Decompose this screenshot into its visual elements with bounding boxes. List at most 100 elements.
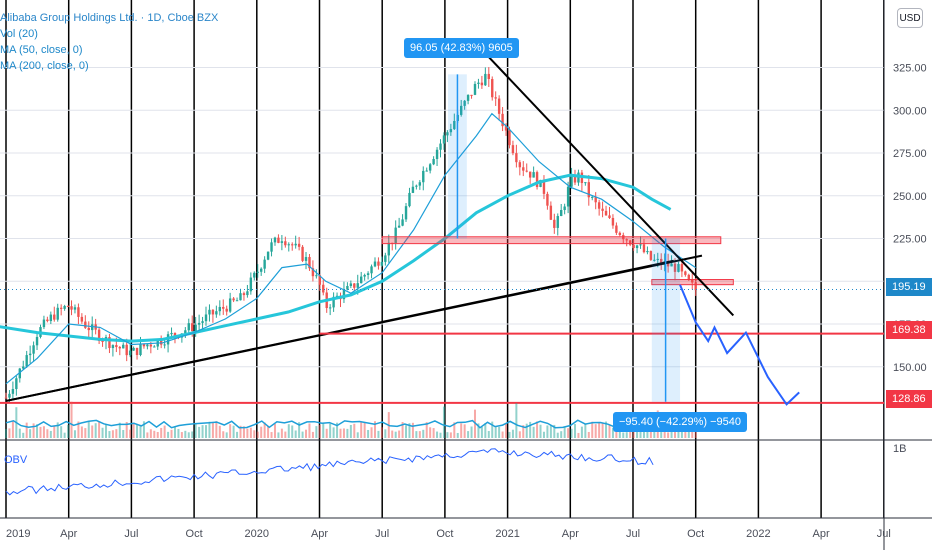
legend-volume[interactable]: Vol (20) xyxy=(0,28,38,40)
candle-body xyxy=(115,345,118,348)
volume-bar xyxy=(622,432,625,438)
candle-body xyxy=(546,193,549,206)
candle-body xyxy=(53,314,56,320)
candle-body xyxy=(418,182,422,186)
candle-body xyxy=(125,344,128,356)
volume-bar xyxy=(153,430,156,438)
symbol-title[interactable]: Alibaba Group Holdings Ltd. · 1D, Cboe B… xyxy=(0,12,219,24)
volume-bar xyxy=(325,428,328,438)
volume-bar xyxy=(91,425,94,438)
candle-body xyxy=(615,225,618,233)
candle-body xyxy=(346,285,349,290)
volume-bar xyxy=(580,426,583,438)
candle-body xyxy=(660,258,663,266)
candle-body xyxy=(673,263,677,272)
legend-ma50[interactable]: MA (50, close, 0) xyxy=(0,44,83,56)
candle-body xyxy=(608,215,611,218)
volume-bar xyxy=(291,425,294,438)
candle-body xyxy=(135,347,139,355)
volume-bar xyxy=(42,426,45,438)
candle-body xyxy=(525,170,528,172)
candle-body xyxy=(422,170,425,183)
candle-body xyxy=(270,242,273,252)
candle-body xyxy=(297,243,301,247)
candle-body xyxy=(197,322,201,325)
volume-bar xyxy=(660,432,663,438)
x-tick-label: 2021 xyxy=(495,528,519,540)
volume-bar xyxy=(425,422,428,438)
volume-bar xyxy=(405,425,408,438)
volume-bar xyxy=(298,422,301,438)
volume-bar xyxy=(480,426,483,438)
volume-bar xyxy=(225,432,228,438)
candle-body xyxy=(49,314,53,322)
volume-bar xyxy=(505,422,508,438)
volume-bar xyxy=(194,423,197,438)
candle-body xyxy=(597,202,601,209)
trendline xyxy=(481,49,735,317)
candle-body xyxy=(518,162,522,168)
candle-body xyxy=(218,306,222,312)
volume-bar xyxy=(136,424,139,438)
volume-bar xyxy=(8,428,11,438)
volume-bar xyxy=(336,422,339,438)
volume-bar xyxy=(253,430,256,438)
volume-bar xyxy=(625,432,628,438)
measure-down-tag[interactable]: −95.40 (−42.29%) −9540 xyxy=(613,412,748,432)
volume-bar xyxy=(270,432,273,438)
x-tick-label: Apr xyxy=(60,528,77,540)
x-tick-label: 2019 xyxy=(6,528,30,540)
volume-bar xyxy=(339,428,342,438)
volume-bar xyxy=(229,424,232,438)
volume-bar xyxy=(587,431,590,438)
candle-body xyxy=(328,307,332,309)
candle-body xyxy=(428,164,432,171)
volume-bar xyxy=(98,421,101,438)
resistance-zone xyxy=(381,236,722,245)
volume-bar xyxy=(29,429,32,438)
candle-body xyxy=(463,100,466,106)
ma50-line xyxy=(5,112,697,385)
volume-bar xyxy=(529,421,532,438)
volume-bar xyxy=(267,425,270,438)
legend-ma200[interactable]: MA (200, close, 0) xyxy=(0,60,89,72)
measure-up-tag[interactable]: 96.05 (42.83%) 9605 xyxy=(404,38,519,58)
volume-bar xyxy=(5,429,7,438)
candle-body xyxy=(242,293,246,296)
volume-bar xyxy=(329,423,332,438)
volume-bar xyxy=(546,425,549,438)
volume-bar xyxy=(308,423,311,438)
candle-body xyxy=(477,82,480,84)
volume-bar xyxy=(636,427,639,438)
candle-body xyxy=(318,275,322,285)
volume-bar xyxy=(411,422,414,438)
candle-body xyxy=(649,251,653,260)
candle-body xyxy=(70,306,73,310)
candle-body xyxy=(522,167,525,171)
candle-body xyxy=(256,271,259,273)
x-tick-label: Apr xyxy=(311,528,328,540)
candle-body xyxy=(11,389,15,394)
candle-body xyxy=(639,244,642,246)
candle-body xyxy=(401,219,404,226)
candle-body xyxy=(670,263,673,267)
volume-ma-line xyxy=(5,419,691,429)
volume-bar xyxy=(532,426,535,438)
volume-bar xyxy=(242,426,245,438)
candle-body xyxy=(480,82,484,86)
candle-body xyxy=(101,340,104,342)
volume-bar xyxy=(11,421,14,438)
volume-bar xyxy=(536,421,539,438)
candle-body xyxy=(508,130,511,146)
x-tick-label: Oct xyxy=(687,528,704,540)
currency-button[interactable]: USD xyxy=(897,8,923,28)
volume-bar xyxy=(294,430,297,438)
obv-pane-label[interactable]: OBV xyxy=(4,454,28,466)
volume-bar xyxy=(398,430,401,438)
candle-body xyxy=(28,353,32,356)
candle-body xyxy=(32,345,35,354)
volume-bar xyxy=(191,431,194,438)
candle-body xyxy=(532,172,535,178)
volume-bar xyxy=(108,431,111,438)
